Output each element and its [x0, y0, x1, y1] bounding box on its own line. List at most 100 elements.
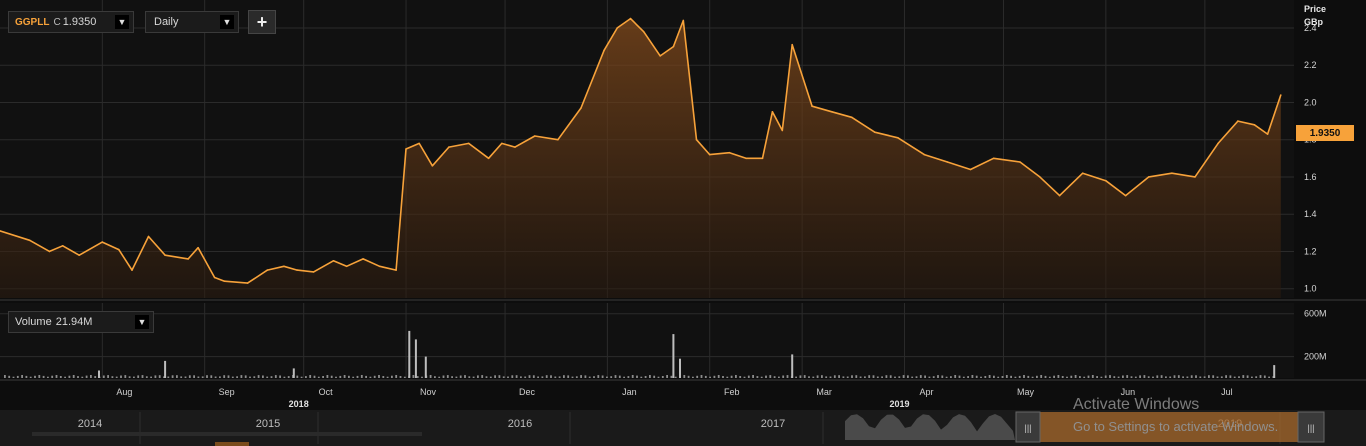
symbol-selector[interactable]: GGPLL C 1.9350 ▼ [8, 11, 134, 33]
volume-bar [1263, 375, 1266, 378]
volume-bar [717, 375, 720, 378]
volume-bar [1117, 376, 1120, 378]
price-point [448, 146, 450, 148]
grip-icon: ||| [1307, 423, 1314, 433]
close-prefix: C [53, 16, 61, 28]
volume-bar [821, 375, 823, 378]
volume-bar [227, 375, 230, 378]
x-year-label: 2019 [889, 399, 909, 409]
volume-bar [567, 375, 570, 378]
volume-bar [141, 375, 144, 378]
volume-bar [330, 375, 333, 378]
volume-bar [1143, 375, 1146, 378]
volume-bar [786, 375, 789, 378]
price-point [1081, 172, 1084, 174]
volume-bar [606, 376, 608, 378]
price-point [312, 271, 315, 273]
volume-bar [958, 375, 961, 378]
chevron-down-icon[interactable]: ▼ [220, 15, 234, 29]
volume-selector[interactable]: Volume 21.94M ▼ [8, 311, 154, 333]
volume-bar [1208, 375, 1210, 378]
volume-bar [1160, 375, 1163, 378]
volume-bar [1203, 376, 1206, 378]
volume-bar [464, 375, 466, 378]
navigator-handle-right [1297, 411, 1325, 443]
price-point [61, 245, 64, 247]
volume-bar [898, 376, 901, 378]
volume-bar [59, 376, 62, 378]
volume-bar [47, 376, 49, 378]
price-point [213, 276, 216, 279]
volume-bar [378, 375, 380, 378]
price-point [487, 157, 490, 160]
price-tick-label: 2.4 [1304, 23, 1317, 33]
volume-bar [563, 375, 565, 378]
volume-panel [0, 303, 1294, 378]
volume-spike-bar [98, 370, 100, 378]
volume-bar [778, 376, 780, 378]
volume-bar [730, 375, 733, 378]
volume-bar [881, 376, 883, 378]
volume-bar [894, 376, 896, 378]
volume-bar [997, 376, 1000, 378]
price-point [659, 55, 661, 57]
volume-bar [287, 376, 290, 378]
volume-bar [657, 376, 660, 378]
close-value: 1.9350 [62, 16, 97, 28]
interval-selector[interactable]: Daily ▼ [145, 11, 239, 33]
volume-spike-bar [408, 330, 411, 378]
volume-bar [365, 375, 367, 378]
volume-bar [1053, 375, 1055, 378]
x-tick-label: Jan [622, 387, 637, 397]
volume-bar [1220, 376, 1223, 378]
volume-bar [838, 375, 840, 378]
volume-bar [674, 376, 677, 378]
price-point [745, 157, 747, 160]
volume-bar [803, 375, 806, 378]
x-tick-label: Feb [724, 387, 740, 397]
volume-bar [158, 375, 161, 378]
volume-bar [846, 376, 849, 378]
price-point [283, 265, 285, 268]
chevron-down-icon[interactable]: ▼ [115, 15, 129, 29]
volume-bar [326, 375, 329, 378]
volume-bar [537, 376, 539, 378]
price-point [197, 246, 199, 249]
price-point [811, 105, 813, 107]
volume-bar [945, 376, 948, 378]
navigator-year-label: 2017 [761, 418, 785, 430]
volume-bar [593, 376, 595, 378]
volume-bar [1195, 375, 1197, 378]
price-point [874, 131, 876, 133]
chevron-down-icon[interactable]: ▼ [135, 315, 149, 329]
volume-bar [1061, 376, 1064, 378]
price-point [1253, 124, 1256, 126]
x-tick-label: Apr [919, 387, 933, 397]
volume-bar [38, 375, 41, 378]
price-point [0, 230, 1, 232]
volume-label: Volume [15, 316, 52, 328]
volume-bar [756, 376, 759, 378]
volume-bar [249, 376, 251, 378]
volume-bar [16, 375, 19, 378]
volume-bar [305, 376, 307, 378]
volume-bar [1246, 375, 1249, 378]
price-tick-label: 1.2 [1304, 246, 1317, 256]
volume-bar [42, 375, 45, 378]
volume-bar [279, 375, 281, 378]
volume-bar [700, 375, 703, 378]
volume-bar [34, 375, 36, 378]
volume-bar [1152, 376, 1154, 378]
add-indicator-button[interactable]: + [248, 10, 276, 34]
volume-value: 21.94M [55, 316, 93, 328]
volume-bar [85, 375, 88, 378]
volume-bar [743, 376, 746, 378]
volume-bar [872, 375, 875, 378]
volume-bar [1139, 375, 1141, 378]
price-point [781, 129, 784, 132]
symbol-label: GGPLL [15, 16, 50, 28]
volume-bar [924, 375, 926, 378]
x-tick-label: May [1017, 387, 1035, 397]
volume-spike-bar [164, 360, 167, 378]
